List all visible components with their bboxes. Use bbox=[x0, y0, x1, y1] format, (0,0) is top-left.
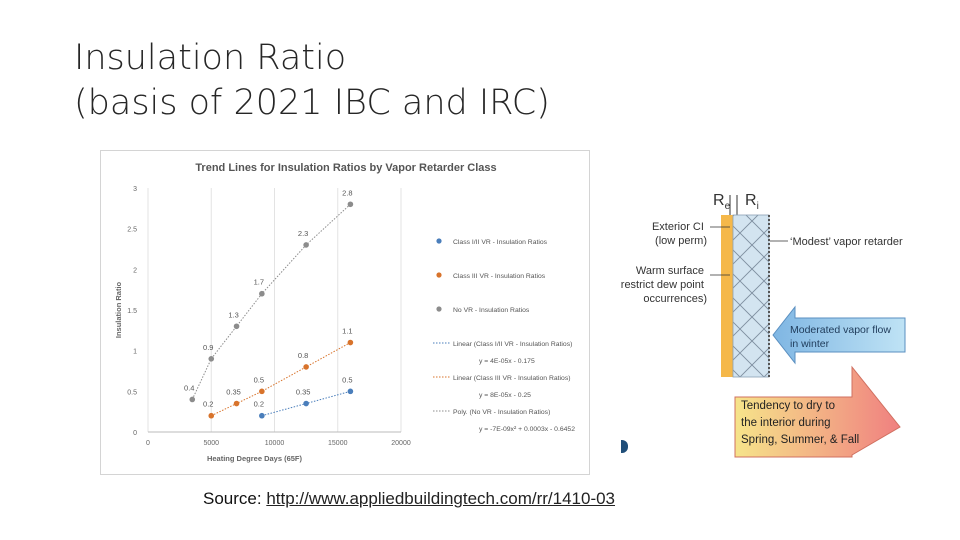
y-tick-label: 1 bbox=[133, 349, 137, 356]
ri-label: Ri bbox=[745, 192, 759, 212]
legend-marker-series-1 bbox=[436, 272, 442, 278]
trendline-equation-1: y = 8E-05x - 0.25 bbox=[479, 392, 531, 399]
series-2-data-label: 1.7 bbox=[254, 278, 264, 287]
edge-mark bbox=[621, 440, 628, 453]
series-2-data-label: 2.8 bbox=[342, 188, 352, 197]
slide-title-line-2: (basis of 2021 IBC and IRC) bbox=[74, 83, 550, 123]
insulation-ratio-chart: Trend Lines for Insulation Ratios by Vap… bbox=[114, 162, 575, 463]
legend-label-trendline-2: Poly. (No VR - Insulation Ratios) bbox=[453, 409, 550, 416]
x-tick-label: 0 bbox=[146, 440, 150, 447]
y-tick-label: 0.5 bbox=[127, 389, 137, 396]
series-1-data-label: 1.1 bbox=[342, 327, 352, 336]
series-2-point bbox=[303, 242, 309, 248]
trendline-equation-2: y = -7E-09x² + 0.0003x - 0.6452 bbox=[479, 426, 575, 433]
chart-title: Trend Lines for Insulation Ratios by Vap… bbox=[195, 162, 496, 174]
series-1-data-label: 0.2 bbox=[203, 400, 213, 409]
dry-tendency-arrow bbox=[734, 365, 901, 458]
y-axis-label: Insulation Ratio bbox=[114, 281, 123, 338]
series-0-point bbox=[259, 412, 265, 419]
series-0-point bbox=[347, 388, 354, 395]
series-1-data-label: 0.35 bbox=[226, 388, 241, 397]
y-tick-label: 2 bbox=[133, 267, 137, 274]
trendline-1 bbox=[211, 342, 351, 417]
vapor-flow-arrow bbox=[772, 305, 906, 365]
trendline-2 bbox=[191, 203, 351, 400]
series-1-data-label: 0.5 bbox=[254, 375, 264, 384]
slide-title-line-1: Insulation Ratio bbox=[74, 38, 347, 78]
chart-frame: Trend Lines for Insulation Ratios by Vap… bbox=[100, 150, 590, 475]
trendline-equation-0: y = 4E-05x - 0.175 bbox=[479, 358, 535, 365]
y-tick-label: 0 bbox=[133, 430, 137, 437]
warm-surface-annotation: Warm surface restrict dew point occurren… bbox=[621, 265, 707, 305]
x-tick-label: 15000 bbox=[328, 440, 348, 447]
series-0-point bbox=[303, 400, 309, 407]
series-2-data-label: 0.4 bbox=[184, 383, 194, 392]
wall-assembly-diagram: Re Ri Exterior CI (low perm) Warm surfac… bbox=[621, 192, 906, 458]
y-tick-label: 3 bbox=[133, 186, 137, 193]
legend-label-series-1: Class III VR - Insulation Ratios bbox=[453, 273, 546, 280]
series-2-data-label: 0.9 bbox=[203, 343, 213, 352]
legend-label-series-0: Class I/II VR - Insulation Ratios bbox=[453, 239, 548, 246]
re-label: Re bbox=[713, 192, 731, 212]
series-1-point bbox=[259, 388, 265, 395]
series-1-point bbox=[233, 400, 240, 407]
legend-marker-series-2 bbox=[436, 306, 442, 312]
legend-label-series-2: No VR - Insulation Ratios bbox=[453, 307, 530, 314]
slide-title: Insulation Ratio (basis of 2021 IBC and … bbox=[74, 36, 550, 126]
series-2-point bbox=[233, 323, 240, 330]
series-2-data-label: 2.3 bbox=[298, 229, 308, 238]
vapor-flow-text: Moderated vapor flow in winter bbox=[790, 324, 894, 350]
insulation-layer bbox=[732, 214, 770, 378]
series-0-data-label: 0.35 bbox=[296, 388, 311, 397]
series-2-point bbox=[347, 201, 354, 208]
series-2-data-label: 1.3 bbox=[228, 310, 238, 319]
series-1-point bbox=[347, 339, 354, 346]
source-line: Source: http://www.appliedbuildingtech.c… bbox=[203, 489, 615, 509]
legend-marker-series-0 bbox=[436, 238, 442, 244]
source-link[interactable]: http://www.appliedbuildingtech.com/rr/14… bbox=[266, 489, 616, 508]
y-tick-label: 2.5 bbox=[127, 227, 137, 234]
series-0-data-label: 0.5 bbox=[342, 375, 352, 384]
dry-tendency-text: Tendency to dry to the interior during S… bbox=[741, 400, 859, 446]
series-2-point bbox=[189, 396, 196, 403]
series-2-point bbox=[259, 290, 265, 297]
series-1-point bbox=[303, 364, 309, 370]
ext-ci-annotation: Exterior CI (low perm) bbox=[652, 221, 707, 247]
series-1-point bbox=[208, 412, 215, 419]
series-0-data-label: 0.2 bbox=[254, 400, 264, 409]
legend-label-trendline-0: Linear (Class I/II VR - Insulation Ratio… bbox=[453, 341, 572, 348]
x-axis-label: Heating Degree Days (65F) bbox=[207, 454, 303, 463]
y-tick-label: 1.5 bbox=[127, 308, 137, 315]
x-tick-label: 5000 bbox=[203, 440, 219, 447]
series-1-data-label: 0.8 bbox=[298, 351, 308, 360]
x-tick-label: 20000 bbox=[391, 440, 411, 447]
exterior-ci-board bbox=[721, 215, 733, 377]
source-label: Source: bbox=[203, 489, 267, 508]
modest-vr-annotation: ‘Modest’ vapor retarder bbox=[790, 236, 903, 248]
legend-label-trendline-1: Linear (Class III VR - Insulation Ratios… bbox=[453, 375, 570, 382]
x-tick-label: 10000 bbox=[265, 440, 285, 447]
series-2-point bbox=[208, 356, 215, 362]
